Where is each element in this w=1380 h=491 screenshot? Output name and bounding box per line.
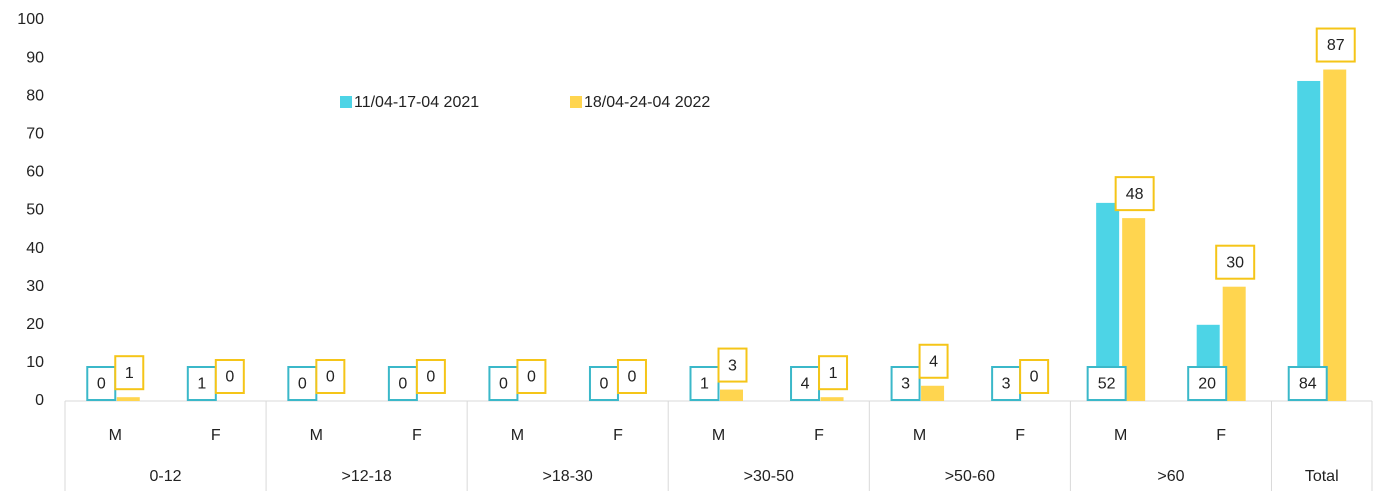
data-label-box [818,355,849,391]
data-label: 1 [125,365,134,382]
y-tick-label: 50 [26,202,44,219]
data-label: 84 [1299,376,1317,393]
bar [1323,69,1347,401]
group-label: Total [1305,468,1339,485]
data-label: 48 [1126,186,1144,203]
legend-label: 11/04-17-04 2021 [354,94,479,111]
y-tick-label: 80 [26,87,44,104]
bar [1222,286,1246,401]
bar [1122,218,1146,401]
bar [720,389,743,401]
x-tick-label: F [613,427,623,444]
y-tick-label: 90 [26,49,44,66]
data-label-box [1287,366,1328,401]
data-label: 0 [426,369,435,386]
bar [921,385,945,401]
data-label: 1 [700,376,709,393]
group-label: >18-30 [543,468,593,485]
bar [116,397,140,401]
data-label: 0 [628,369,637,386]
data-label: 20 [1198,376,1216,393]
x-tick-label: M [511,427,524,444]
x-tick-label: M [913,427,926,444]
data-label-box [488,366,519,401]
data-label-box [315,359,346,394]
x-tick-label: F [1216,427,1226,444]
data-label-box [616,359,647,394]
data-label: 4 [929,353,938,370]
data-label-box [588,366,619,401]
y-tick-label: 60 [26,164,44,181]
data-label-box [214,359,245,394]
data-label-box [1187,366,1228,401]
group-label: >50-60 [945,468,995,485]
bar [820,397,844,401]
data-label: 3 [728,357,737,374]
data-label-box [1086,366,1127,401]
data-label: 0 [398,376,407,393]
data-label: 3 [1002,376,1011,393]
data-label: 0 [527,369,536,386]
y-tick-label: 100 [17,11,44,28]
legend-swatch [340,96,352,108]
data-label-box [689,366,720,401]
data-label: 1 [829,365,838,382]
data-label-box [516,359,547,394]
data-label: 4 [801,376,810,393]
legend-swatch [570,96,582,108]
bar [1096,202,1120,401]
y-tick-label: 70 [26,126,44,143]
data-label-box [790,366,821,401]
data-label: 0 [600,376,609,393]
data-label: 0 [298,376,307,393]
legend-label: 18/04-24-04 2022 [584,94,710,111]
group-label: >60 [1157,468,1184,485]
y-tick-label: 10 [26,354,44,371]
data-label-box [1114,176,1155,212]
x-tick-label: F [1015,427,1025,444]
data-label: 1 [197,376,206,393]
x-tick-label: M [310,427,323,444]
data-label: 52 [1098,376,1116,393]
x-tick-label: M [109,427,122,444]
x-tick-label: M [1114,427,1127,444]
x-tick-label: F [211,427,221,444]
data-label-box [86,366,117,401]
bar [1297,80,1321,402]
data-label-box [918,343,949,379]
data-label: 30 [1226,254,1244,271]
group-label: 0-12 [150,468,182,485]
data-label-box [287,366,318,401]
y-tick-label: 30 [26,278,44,295]
data-label: 87 [1327,37,1345,54]
data-label-box [1019,359,1050,394]
data-label-box [415,359,446,394]
data-label-box [717,347,748,383]
group-label: >30-50 [744,468,794,485]
data-label: 0 [225,369,234,386]
y-tick-label: 0 [35,392,44,409]
data-label: 0 [97,376,106,393]
data-label-box [1215,244,1256,280]
data-label-box [1315,27,1356,63]
data-label-box [890,366,921,401]
data-label-box [387,366,418,401]
group-label: >12-18 [341,468,391,485]
data-label: 0 [499,376,508,393]
data-label: 0 [1030,369,1039,386]
data-label: 0 [326,369,335,386]
data-label: 3 [901,376,910,393]
x-tick-label: F [412,427,422,444]
data-label-box [114,355,145,391]
x-tick-label: M [712,427,725,444]
y-tick-label: 40 [26,240,44,257]
x-tick-label: F [814,427,824,444]
y-tick-label: 20 [26,316,44,333]
